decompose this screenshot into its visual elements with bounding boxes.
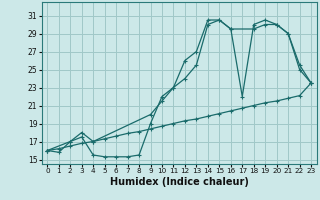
X-axis label: Humidex (Indice chaleur): Humidex (Indice chaleur) bbox=[110, 177, 249, 187]
